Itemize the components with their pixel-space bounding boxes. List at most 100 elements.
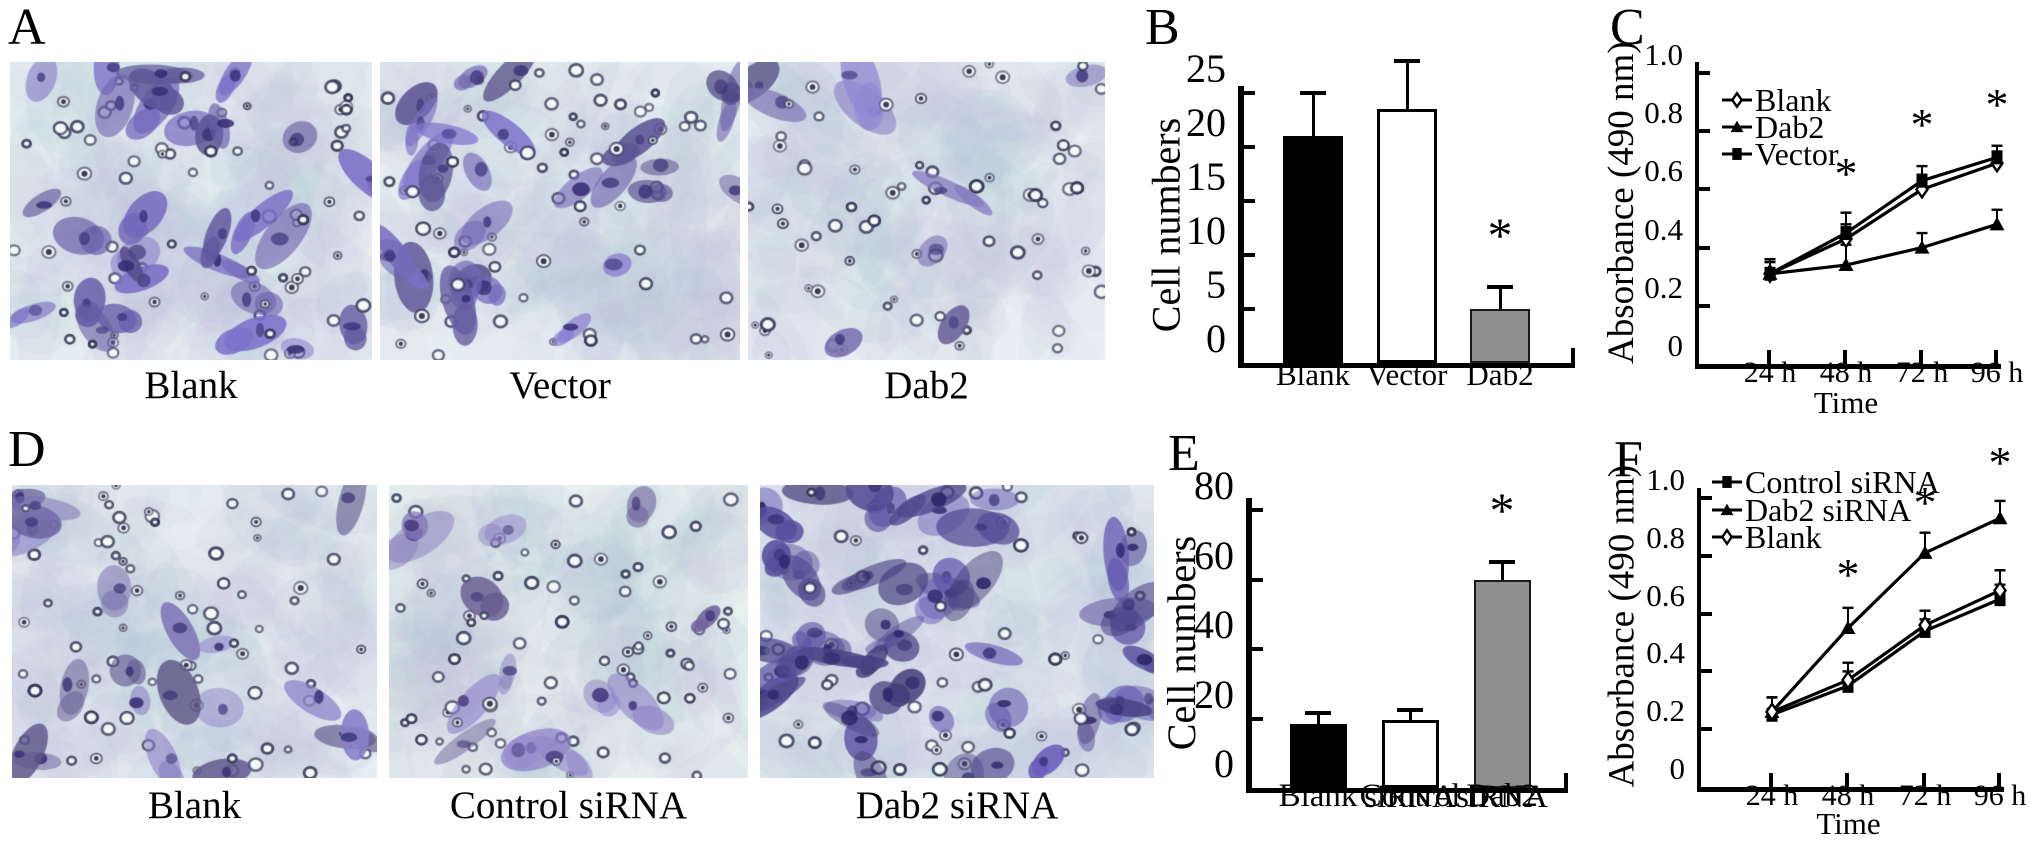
panel-b-axis-end-tick bbox=[1571, 348, 1575, 363]
panel-c-legend-item-vector: Vector bbox=[1722, 136, 1839, 172]
panel-e-y-tick-label: 80 bbox=[1194, 463, 1234, 508]
panel-e-bar-control-sirna bbox=[1381, 720, 1439, 788]
panel-b-y-tick bbox=[1244, 307, 1255, 311]
panel-e-y-tick-label: 0 bbox=[1214, 741, 1234, 786]
panel-c-y-axis-title: Absorbance (490 nm) bbox=[1601, 41, 1642, 364]
panel-f-legend-label: Dab2 siRNA bbox=[1745, 491, 1912, 528]
panel-letter-c: C bbox=[1610, 0, 1645, 56]
panel-c-x-tick bbox=[1994, 350, 1998, 364]
panel-b-y-tick bbox=[1244, 199, 1255, 203]
panel-e-category-label: Control siRNA bbox=[1359, 778, 1461, 816]
panel-letter-e: E bbox=[1168, 425, 1200, 482]
panel-b-y-tick-label: 25 bbox=[1186, 46, 1226, 91]
panel-letter-d: D bbox=[8, 421, 46, 478]
panel-f-significance-asterisk: * bbox=[1988, 436, 2012, 488]
panel-c-x-tick bbox=[1767, 350, 1771, 364]
panel-f-legend-marker-triangle-filled bbox=[1712, 503, 1742, 516]
panel-e-y-tick bbox=[1252, 716, 1263, 721]
micrograph-image-d-blank bbox=[12, 485, 377, 778]
panel-b-category-label: Blank bbox=[1275, 357, 1351, 392]
panel-c-significance-asterisk: * bbox=[1910, 98, 1934, 150]
micrograph-caption-dab2-sirna: Dab2 siRNA bbox=[855, 784, 1059, 827]
panel-e-bar-dab2-sirna bbox=[1473, 579, 1531, 788]
panel-b-bar-blank bbox=[1283, 136, 1343, 363]
panel-c-legend-label: Blank bbox=[1755, 81, 1832, 118]
panel-f-x-tick bbox=[1845, 773, 1849, 787]
panel-f-legend-item-dab2-sirna: Dab2 siRNA bbox=[1712, 492, 1911, 528]
panel-c-y-tick-label: 0.8 bbox=[1644, 95, 1683, 131]
panel-f-y-tick-label: 0.6 bbox=[1646, 577, 1685, 613]
panel-b-y-tick-label: 20 bbox=[1186, 100, 1226, 145]
micrograph-caption-dab2: Dab2 bbox=[884, 364, 969, 407]
panel-e-y-tick bbox=[1252, 647, 1263, 651]
panel-f-x-tick bbox=[1922, 773, 1926, 787]
micrograph-image-a-vector bbox=[380, 62, 740, 360]
panel-c-plot bbox=[1762, 144, 2005, 284]
panel-b-y-axis-title: Cell numbers bbox=[1143, 117, 1188, 332]
micrograph-caption-blank: Blank bbox=[144, 364, 238, 407]
panel-e-y-axis-title: Cell numbers bbox=[1159, 535, 1204, 751]
panel-e-y-tick bbox=[1252, 577, 1263, 582]
panel-c-y-tick-label: 1.0 bbox=[1644, 37, 1683, 72]
panel-letter-a: A bbox=[8, 0, 46, 56]
panel-f-x-tick bbox=[1769, 773, 1773, 787]
panel-b-x-axis bbox=[1238, 363, 1575, 368]
panel-f-y-axis-title: Absorbance (490 nm) bbox=[1601, 464, 1642, 787]
panel-f-y-tick-label: 1.0 bbox=[1646, 462, 1685, 497]
panel-f-y-tick-label: 0.4 bbox=[1646, 635, 1685, 671]
panel-c-legend-marker-square-filled bbox=[1722, 148, 1752, 160]
panel-c-y-tick-label: 0.4 bbox=[1644, 211, 1683, 247]
panel-c-x-tick bbox=[1919, 350, 1923, 364]
panel-b-y-tick-label: 10 bbox=[1186, 208, 1226, 253]
panel-f-plot bbox=[1764, 499, 2008, 722]
panel-b-error-cap bbox=[1487, 285, 1513, 290]
micrograph-caption-blank-2: Blank bbox=[147, 784, 242, 827]
panel-e-y-tick bbox=[1252, 508, 1263, 512]
micrograph-caption-vector: Vector bbox=[509, 364, 611, 407]
panel-c-y-tick bbox=[1699, 245, 1710, 250]
panel-c-legend-label: Vector bbox=[1755, 135, 1839, 172]
panel-e-y-axis bbox=[1246, 498, 1252, 793]
panel-b-category-label: Dab2 bbox=[1466, 357, 1534, 392]
panel-f-legend-marker-square-filled bbox=[1712, 476, 1742, 488]
micrograph-image-d-control-sirna bbox=[389, 485, 748, 778]
panel-c-legend-label: Dab2 bbox=[1755, 108, 1825, 145]
micrograph-caption-control-sirna: Control siRNA bbox=[449, 784, 688, 827]
panel-b-y-axis bbox=[1238, 86, 1244, 368]
panel-c-y-axis bbox=[1695, 62, 1699, 369]
panel-b-error-bar bbox=[1498, 287, 1502, 309]
panel-f-legend-label: Control siRNA bbox=[1745, 463, 1940, 500]
panel-f-x-axis bbox=[1697, 787, 2004, 792]
panel-b-y-tick-label: 5 bbox=[1206, 262, 1226, 307]
panel-c-legend-item-blank: Blank bbox=[1722, 82, 1831, 118]
panel-f-y-tick bbox=[1701, 669, 1712, 674]
panel-b-error-bar bbox=[1405, 60, 1409, 110]
panel-b-error-cap bbox=[1300, 91, 1326, 95]
panel-c-significance-asterisk: * bbox=[1985, 78, 2009, 130]
panel-f-y-tick bbox=[1701, 496, 1712, 500]
panel-f-x-tick-label: 96 h bbox=[1973, 779, 2027, 812]
panel-f-y-tick-label: 0.8 bbox=[1646, 519, 1685, 555]
panel-f-x-axis-title: Time bbox=[1816, 806, 1881, 841]
panel-c-x-axis-title: Time bbox=[1813, 385, 1879, 420]
panel-e-error-cap bbox=[1305, 711, 1331, 716]
panel-c-y-tick-label: 0.2 bbox=[1644, 269, 1683, 305]
micrograph-image-d-dab2-sirna bbox=[760, 485, 1154, 778]
panel-b-bar-dab2 bbox=[1470, 309, 1530, 363]
panel-c-y-tick bbox=[1699, 187, 1710, 192]
panel-f-y-axis bbox=[1697, 488, 1701, 792]
panel-letter-f: F bbox=[1614, 431, 1643, 488]
panel-f-legend-item-blank: Blank bbox=[1712, 519, 1821, 555]
panel-f-y-tick bbox=[1701, 611, 1712, 616]
panel-b-y-tick bbox=[1244, 253, 1255, 257]
panel-b-error-bar bbox=[1311, 93, 1315, 137]
panel-e-category-label: Dab2 siRNA bbox=[1456, 778, 1548, 816]
micrograph-image-a-dab2 bbox=[748, 62, 1105, 360]
panel-c-x-tick-label: 96 h bbox=[1970, 356, 2024, 389]
panel-b-y-tick-label: 0 bbox=[1206, 316, 1226, 361]
panel-e-error-bar bbox=[1500, 562, 1504, 580]
panel-e-error-cap bbox=[1397, 707, 1423, 712]
